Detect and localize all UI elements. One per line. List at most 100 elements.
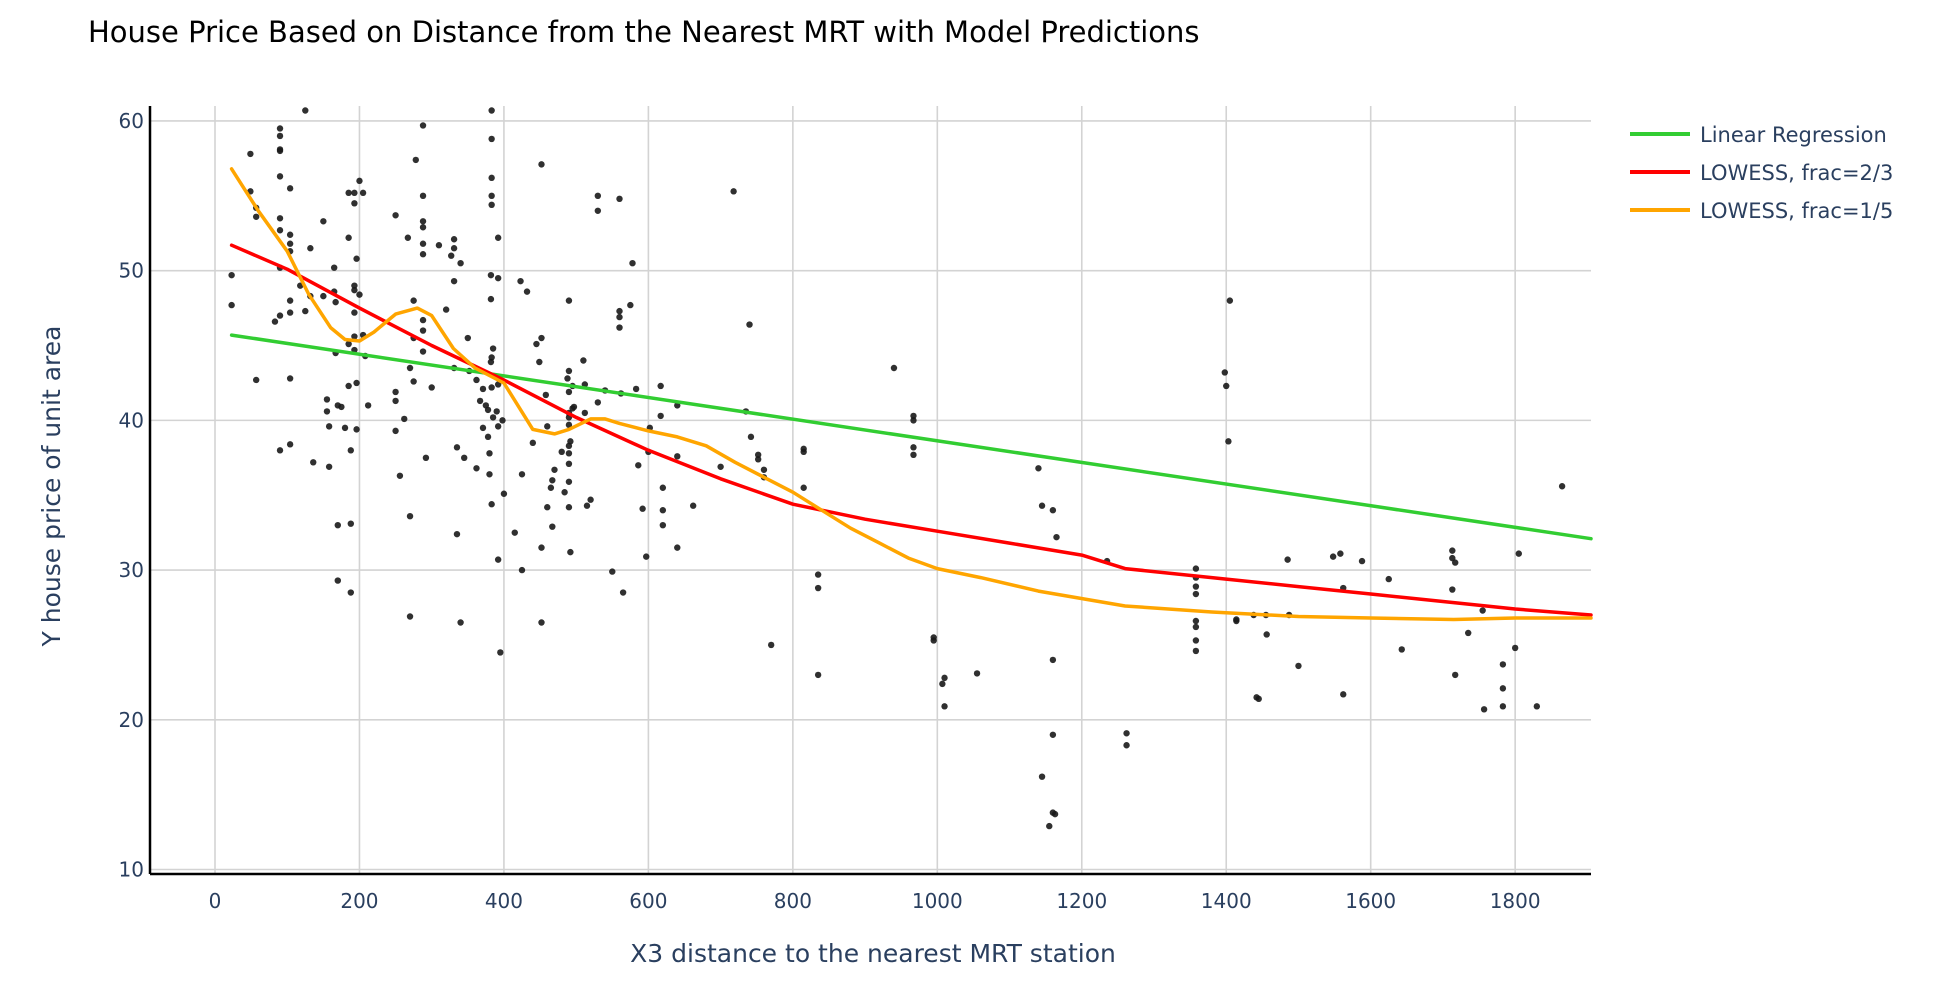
series-line-2: [229, 243, 1593, 617]
scatter-point: [392, 388, 399, 396]
scatter-point: [488, 201, 495, 209]
scatter-point: [609, 568, 616, 575]
scatter-point: [338, 403, 345, 411]
scatter-point: [746, 321, 753, 328]
scatter-point: [1511, 644, 1519, 652]
scatter-point: [643, 553, 650, 560]
scatter-point: [558, 448, 565, 456]
scatter-point: [410, 297, 417, 304]
scatter-point: [814, 671, 822, 679]
scatter-point: [325, 463, 333, 470]
scatter-point: [286, 309, 294, 316]
scatter-point: [814, 571, 822, 578]
scatter-point: [587, 496, 594, 503]
scatter-point: [286, 441, 294, 448]
scatter-point: [1499, 703, 1507, 710]
scatter-point: [499, 417, 506, 424]
scatter-point: [538, 334, 545, 342]
legend-item[interactable]: LOWESS, frac=1/5: [1630, 199, 1893, 223]
scatter-point: [351, 333, 358, 340]
scatter-point: [488, 107, 495, 114]
scatter-point: [419, 251, 427, 258]
scatter-point: [549, 477, 556, 484]
scatter-point: [419, 316, 427, 324]
scatter-point: [479, 424, 487, 432]
scatter-point: [396, 472, 404, 479]
scatter-point: [494, 234, 502, 241]
scatter-point: [616, 307, 623, 315]
scatter-point: [419, 192, 427, 200]
scatter-point: [252, 213, 260, 220]
scatter-point: [580, 357, 587, 364]
scatter-point: [565, 421, 573, 429]
scatter-point: [1533, 703, 1541, 710]
scatter-point: [747, 433, 755, 441]
scatter-point: [1049, 656, 1057, 664]
scatter-point: [323, 408, 331, 415]
scatter-point: [594, 399, 602, 406]
scatter-point: [473, 376, 480, 384]
scatter-point: [286, 185, 294, 192]
scatter-point: [1452, 671, 1459, 679]
scatter-point: [910, 451, 917, 459]
scatter-point: [450, 236, 458, 243]
scatter-point: [450, 245, 458, 252]
scatter-point: [659, 484, 667, 491]
scatter-point: [1223, 382, 1230, 390]
scatter-point: [442, 306, 450, 313]
scatter-point: [538, 161, 545, 168]
scatter-point: [351, 282, 358, 289]
legend-label: Linear Regression: [1700, 123, 1887, 147]
scatter-point: [493, 408, 500, 415]
scatter-point: [674, 544, 681, 551]
scatter-point: [890, 364, 898, 372]
y-tick-label: 10: [119, 858, 144, 882]
scatter-point: [302, 107, 309, 114]
scatter-point: [351, 286, 358, 294]
scatter-point: [551, 466, 558, 473]
scatter-point: [332, 298, 339, 306]
scatter-point: [488, 135, 495, 143]
scatter-point: [276, 132, 284, 140]
scatter-point: [488, 354, 495, 361]
chart-title: House Price Based on Distance from the N…: [88, 15, 1200, 49]
scatter-point: [1499, 661, 1507, 668]
scatter-point: [517, 277, 524, 285]
scatter-point: [814, 584, 822, 592]
scatter-point: [406, 613, 414, 620]
scatter-point: [632, 385, 640, 393]
scatter-point: [276, 147, 284, 155]
scatter-point: [544, 504, 551, 511]
scatter-point: [356, 291, 363, 298]
scatter-point: [323, 396, 331, 403]
scatter-point: [353, 379, 360, 387]
scatter-point: [594, 192, 602, 200]
scatter-point: [486, 471, 493, 478]
scatter-point: [730, 188, 737, 195]
scatter-point: [347, 447, 355, 454]
scatter-point: [351, 189, 358, 197]
scatter-point: [488, 192, 495, 200]
legend-label: LOWESS, frac=1/5: [1700, 199, 1893, 223]
scatter-point: [488, 384, 495, 391]
scatter-point: [542, 391, 550, 399]
legend-item[interactable]: Linear Regression: [1630, 123, 1887, 147]
scatter-point: [1284, 556, 1291, 563]
scatter-point: [494, 274, 502, 282]
scatter-point: [345, 189, 352, 197]
scatter-point: [392, 397, 399, 405]
scatter-point: [457, 259, 464, 267]
scatter-point: [1049, 507, 1057, 514]
scatter-point: [1255, 695, 1262, 703]
scatter-point: [565, 450, 573, 457]
scatter-point: [286, 240, 294, 247]
legend-item[interactable]: LOWESS, frac=2/3: [1630, 161, 1893, 185]
scatter-point: [800, 484, 807, 491]
scatter-point: [345, 382, 352, 390]
scatter-point: [276, 215, 284, 222]
scatter-point: [1465, 629, 1472, 637]
scatter-point: [511, 529, 518, 536]
scatter-point: [1192, 617, 1200, 625]
scatter-point: [760, 466, 768, 473]
scatter-point: [406, 364, 414, 372]
